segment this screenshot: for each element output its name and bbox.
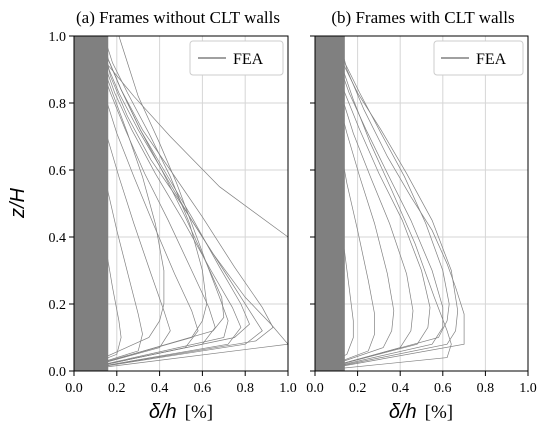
panel-a-dense-fill [74, 36, 109, 371]
panel-b-title: (b) Frames with CLT walls [331, 8, 514, 27]
panel-b-legend: FEA [433, 40, 524, 76]
panel-a-legend: FEA [189, 40, 284, 76]
y-axis-label: z/H [7, 187, 29, 219]
y-tick-label: 0.2 [49, 298, 67, 313]
y-tick-label: 0.6 [49, 164, 67, 179]
y-tick-label: 0.4 [49, 231, 67, 246]
panel-a-y-ticks: 0.0 0.2 0.4 0.6 0.8 1.0 [49, 30, 74, 380]
panel-b: (b) Frames with CLT walls 0.0 0.2 0.4 0.6 0.… [306, 8, 537, 423]
panel-b-x-ticks: 0.0 0.2 0.4 0.6 0.8 1.0 [306, 371, 537, 396]
panel-a-legend-label: FEA [233, 51, 264, 68]
fea-curve [314, 35, 444, 372]
panel-a-frame [73, 35, 289, 372]
x-tick-label: 1.0 [519, 381, 537, 396]
fea-curve [73, 35, 165, 372]
x-tick-label: 1.0 [279, 381, 297, 396]
x-tick-label: 0.0 [306, 381, 324, 396]
panel-b-legend-box [433, 40, 524, 76]
x-tick-label: 0.6 [434, 381, 452, 396]
x-tick-label: 0.2 [349, 381, 367, 396]
x-tick-label: 0.4 [151, 381, 169, 396]
panel-a-legend-box [189, 40, 284, 76]
panel-a-title: (a) Frames without CLT walls [76, 8, 280, 27]
x-tick-label: 0.0 [65, 381, 83, 396]
x-tick-label: 0.8 [477, 381, 495, 396]
fea-curve [314, 35, 465, 372]
fea-curve [73, 35, 225, 372]
x-tick-label: 0.8 [236, 381, 254, 396]
panel-a: (a) Frames without CLT walls 0.0 0.2 0.4 0.… [7, 8, 297, 423]
fea-curve [73, 35, 289, 372]
fea-curve [314, 35, 452, 372]
panel-b-x-axis-unit: [%] [425, 402, 453, 423]
panel-a-x-axis-label: δ/h [%] [149, 401, 213, 423]
x-tick-label: 0.6 [194, 381, 212, 396]
panel-a-x-axis-unit: [%] [185, 402, 213, 423]
panel-b-y-ticks [310, 35, 315, 372]
panel-b-dense-fill [315, 36, 345, 371]
panel-a-x-ticks: 0.0 0.2 0.4 0.6 0.8 1.0 [65, 371, 297, 396]
y-tick-label: 0.8 [49, 97, 67, 112]
x-tick-label: 0.4 [391, 381, 409, 396]
panel-a-x-axis-symbol: δ/h [149, 401, 177, 423]
panel-b-frame [314, 35, 529, 372]
x-tick-label: 0.2 [108, 381, 126, 396]
fea-curve [73, 35, 229, 372]
panel-b-x-axis-symbol: δ/h [389, 401, 417, 423]
panel-b-x-axis-label: δ/h [%] [389, 401, 453, 423]
panel-b-legend-label: FEA [476, 51, 507, 68]
y-tick-label: 0.0 [49, 365, 67, 380]
fea-curve [73, 35, 242, 372]
fea-curve [314, 35, 450, 372]
y-tick-label: 1.0 [49, 30, 67, 45]
